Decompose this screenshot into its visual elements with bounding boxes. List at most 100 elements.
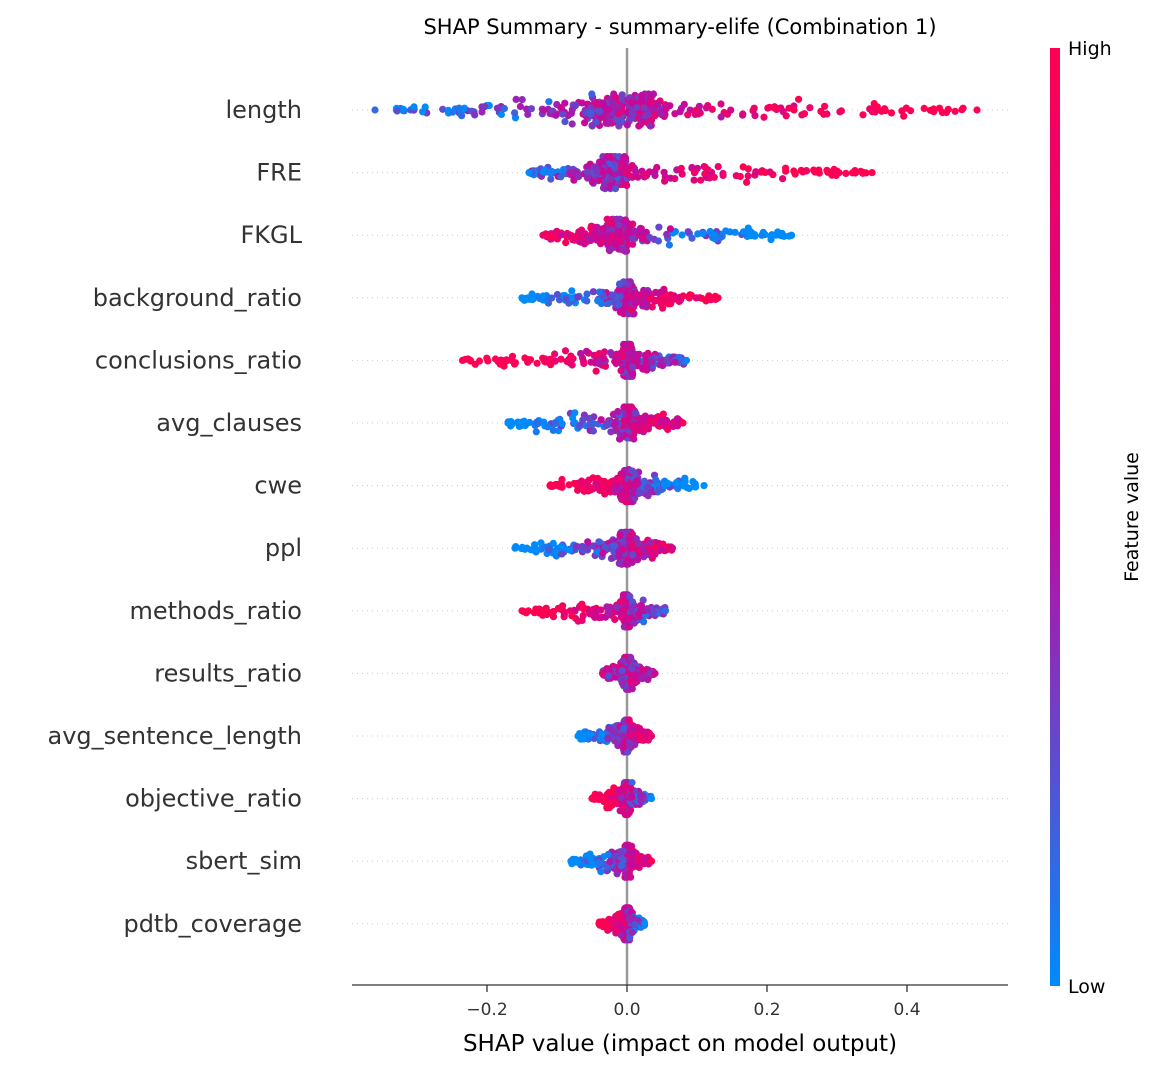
shap-point xyxy=(595,858,603,866)
shap-point xyxy=(557,355,565,363)
shap-point xyxy=(699,230,707,238)
shap-point xyxy=(563,230,572,238)
shap-point xyxy=(545,546,553,554)
shap-point xyxy=(779,108,787,116)
chart-title: SHAP Summary - summary-elife (Combinatio… xyxy=(423,15,936,39)
shap-point xyxy=(751,112,759,120)
shap-point xyxy=(618,667,626,675)
shap-point xyxy=(608,291,616,299)
feature-row-pdtb-coverage xyxy=(595,904,649,944)
shap-point xyxy=(935,104,944,112)
shap-point xyxy=(526,356,535,364)
shap-point xyxy=(575,422,584,430)
shap-point xyxy=(552,111,560,119)
shap-point xyxy=(628,849,637,857)
shap-point xyxy=(589,288,598,296)
shap-point xyxy=(651,112,659,120)
shap-point xyxy=(639,97,647,105)
shap-point xyxy=(643,605,651,613)
shap-point xyxy=(671,358,679,366)
shap-point xyxy=(578,483,587,492)
shap-point xyxy=(660,168,668,176)
shap-point xyxy=(698,294,706,302)
shap-point xyxy=(539,168,548,176)
shap-point xyxy=(652,296,660,304)
feature-row-avg-clauses xyxy=(504,403,687,443)
shap-point xyxy=(575,237,583,245)
shap-point xyxy=(598,669,607,678)
shap-point xyxy=(629,234,637,242)
shap-point xyxy=(533,418,541,426)
shap-point xyxy=(951,107,959,115)
shap-point xyxy=(851,169,860,177)
shap-point xyxy=(612,729,620,737)
shap-point xyxy=(624,560,632,568)
shap-point xyxy=(603,804,611,812)
shap-point xyxy=(629,551,637,559)
shap-point xyxy=(604,299,612,308)
shap-point xyxy=(560,610,569,619)
shap-point xyxy=(639,364,647,372)
shap-point xyxy=(580,359,588,368)
shap-point xyxy=(557,542,565,551)
shap-point xyxy=(661,177,669,185)
shap-point xyxy=(559,602,567,610)
shap-point xyxy=(613,215,621,223)
shap-point xyxy=(697,176,705,184)
shap-point xyxy=(630,227,638,235)
shap-point xyxy=(821,102,829,110)
shap-point xyxy=(458,112,466,120)
shap-point xyxy=(833,167,841,175)
shap-point xyxy=(536,605,544,614)
shap-point xyxy=(551,350,559,358)
shap-point xyxy=(671,175,679,183)
shap-point xyxy=(524,607,533,615)
feature-row-FKGL xyxy=(539,215,796,255)
shap-point xyxy=(806,104,814,112)
shap-point xyxy=(620,609,628,618)
shap-point xyxy=(399,105,407,113)
shap-point xyxy=(691,168,699,176)
shap-point xyxy=(471,111,479,119)
shap-point xyxy=(637,489,645,497)
shap-point xyxy=(836,108,844,116)
shap-point xyxy=(868,108,877,116)
shap-point xyxy=(562,294,570,302)
shap-point xyxy=(573,542,581,551)
shap-point xyxy=(584,174,592,182)
shap-point xyxy=(539,292,547,300)
shap-point xyxy=(944,105,952,113)
shap-point xyxy=(579,416,587,424)
shap-point xyxy=(449,108,457,116)
shap-point xyxy=(628,665,636,673)
shap-point xyxy=(630,469,638,477)
shap-point xyxy=(671,110,679,118)
shap-point xyxy=(557,173,565,181)
shap-point xyxy=(714,163,722,171)
shap-point xyxy=(521,354,529,362)
shap-point xyxy=(393,107,401,115)
shap-point xyxy=(595,359,603,367)
shap-point xyxy=(571,102,579,110)
shap-point xyxy=(627,873,635,881)
shap-point xyxy=(567,857,575,865)
shap-point xyxy=(615,300,623,308)
shap-point xyxy=(677,164,685,172)
shap-point xyxy=(480,103,489,111)
shap-point xyxy=(758,231,766,239)
shap-point xyxy=(632,478,641,486)
shap-point xyxy=(627,678,635,686)
shap-point xyxy=(586,420,594,429)
shap-point xyxy=(628,672,636,680)
shap-point xyxy=(504,419,512,427)
shap-point xyxy=(610,542,618,550)
shap-point xyxy=(627,806,635,814)
shap-point xyxy=(662,292,670,301)
shap-point xyxy=(868,169,876,177)
shap-point xyxy=(680,100,688,108)
shap-point xyxy=(567,352,575,360)
shap-point xyxy=(583,297,591,305)
shap-point xyxy=(701,163,709,171)
shap-point xyxy=(615,786,623,794)
